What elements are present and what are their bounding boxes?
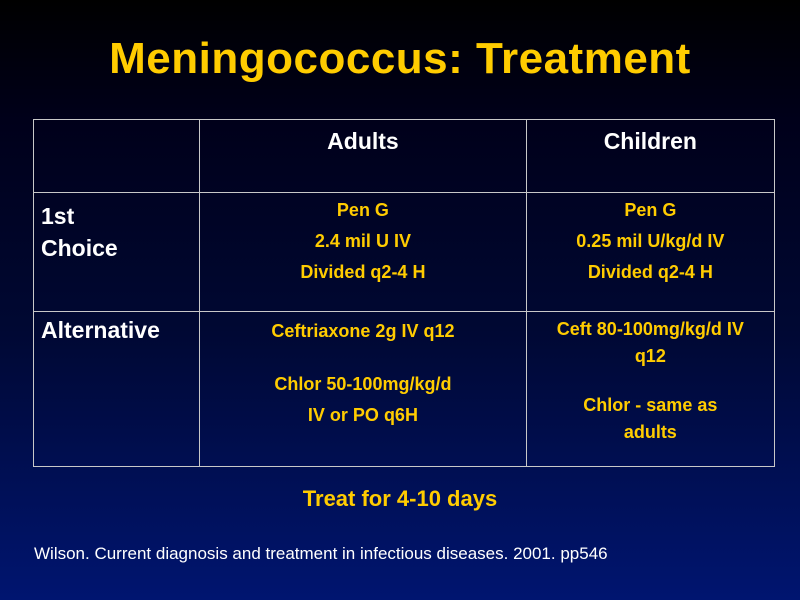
- treatment-duration-note: Treat for 4-10 days: [302, 486, 498, 511]
- cell-first-choice-adults: Pen G 2.4 mil U IV Divided q2-4 H: [199, 192, 527, 312]
- header-cell-empty: [32, 119, 201, 193]
- row-label-line: 1st: [41, 203, 75, 229]
- regimen-line: Chlor 50-100mg/kg/d: [274, 374, 452, 394]
- row-label-line: Alternative: [41, 317, 160, 343]
- regimen-line: 0.25 mil U/kg/d IV: [576, 231, 725, 251]
- regimen-line: 2.4 mil U IV: [314, 231, 411, 251]
- slide-title: Meningococcus: Treatment: [109, 34, 691, 83]
- regimen-line: Pen G: [336, 200, 389, 220]
- regimen-line: Chlor - same as: [583, 395, 718, 415]
- header-children: Children: [603, 128, 697, 154]
- table-header-row: Adults Children: [32, 119, 776, 193]
- header-cell-children: Children: [525, 119, 776, 193]
- table-row-first-choice: 1st Choice Pen G 2.4 mil U IV Divided q2…: [32, 192, 776, 312]
- table-row-alternative: Alternative Ceftriaxone 2g IV q12 Chlor …: [32, 311, 776, 467]
- regimen-line: adults: [623, 422, 677, 442]
- treatment-table: Adults Children 1st Choice Pen G 2.4 mil…: [32, 119, 776, 467]
- regimen-line: Ceft 80-100mg/kg/d IV: [556, 319, 744, 339]
- row-label-first-choice: 1st Choice: [32, 192, 201, 312]
- cell-first-choice-children: Pen G 0.25 mil U/kg/d IV Divided q2-4 H: [525, 192, 776, 312]
- regimen-line: Divided q2-4 H: [300, 262, 426, 282]
- regimen-line: Pen G: [624, 200, 677, 220]
- regimen-line: q12: [634, 346, 666, 366]
- cell-alternative-children: Ceft 80-100mg/kg/d IV q12 Chlor - same a…: [525, 311, 776, 467]
- regimen-line: Ceftriaxone 2g IV q12: [271, 321, 455, 341]
- row-label-line: Choice: [41, 235, 118, 261]
- header-cell-adults: Adults: [199, 119, 527, 193]
- cell-alternative-adults: Ceftriaxone 2g IV q12 Chlor 50-100mg/kg/…: [199, 311, 527, 467]
- row-label-alternative: Alternative: [32, 311, 201, 467]
- citation: Wilson. Current diagnosis and treatment …: [34, 544, 608, 563]
- header-adults: Adults: [327, 128, 399, 154]
- regimen-line: IV or PO q6H: [307, 405, 418, 425]
- regimen-line: Divided q2-4 H: [587, 262, 713, 282]
